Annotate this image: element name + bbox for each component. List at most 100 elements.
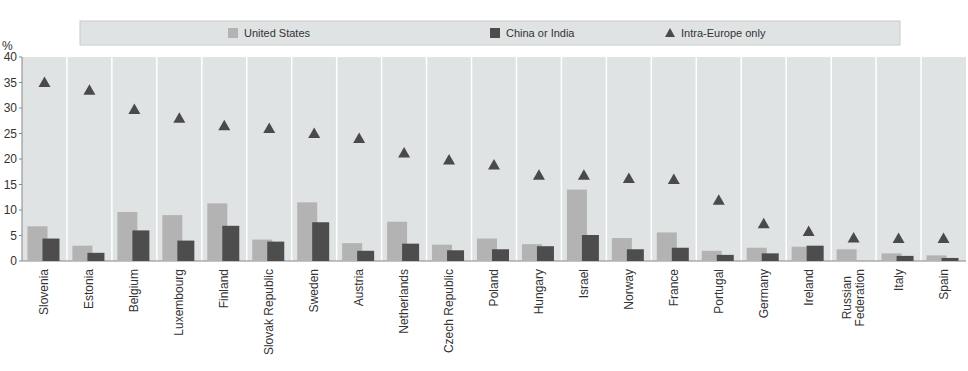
marker-triangle — [803, 225, 815, 236]
category-separator — [246, 57, 248, 261]
y-tick — [19, 159, 22, 160]
marks — [27, 77, 958, 262]
bar — [87, 253, 104, 261]
y-tick-label: 20 — [4, 152, 18, 166]
y-tick — [19, 235, 22, 236]
category-separator — [920, 57, 922, 261]
plot-background — [22, 57, 966, 261]
bar — [222, 226, 239, 261]
category-separator — [156, 57, 158, 261]
x-tick-label: Finland — [217, 269, 231, 308]
category-separator — [471, 57, 473, 261]
y-tick — [19, 108, 22, 109]
bar — [402, 244, 419, 261]
category-separator — [785, 57, 787, 261]
legend-box — [80, 21, 900, 45]
legend-label: United States — [244, 27, 311, 39]
bar — [897, 256, 914, 261]
category-separator — [740, 57, 742, 261]
y-tick — [19, 57, 22, 58]
category-separator — [381, 57, 383, 261]
x-tick-label: Estonia — [82, 269, 96, 309]
y-tick-label: 15 — [4, 178, 18, 192]
category-separator — [875, 57, 877, 261]
x-tick-label: RussianFederation — [840, 269, 867, 326]
marker-triangle — [263, 122, 275, 132]
x-tick-label: Italy — [892, 269, 906, 291]
x-tick-label: Czech Republic — [442, 269, 456, 353]
bar — [582, 235, 599, 261]
x-tick-label: Sweden — [307, 269, 321, 312]
x-tick-label: Ireland — [802, 269, 816, 306]
legend-swatch — [228, 28, 238, 38]
x-tick-label: Netherlands — [397, 269, 411, 334]
y-tick — [19, 184, 22, 185]
y-tick — [19, 261, 22, 262]
bar — [837, 249, 857, 261]
category-separator — [651, 57, 653, 261]
bar — [672, 248, 689, 261]
marker-triangle — [758, 218, 770, 229]
legend-label: China or India — [506, 27, 575, 39]
x-tick-label: Israel — [577, 269, 591, 298]
x-tick-label: Poland — [487, 269, 501, 306]
x-tick-label: Germany — [757, 269, 771, 318]
bar — [357, 251, 374, 261]
marker-triangle — [218, 120, 230, 131]
category-separator — [426, 57, 428, 261]
marker-triangle — [713, 194, 725, 205]
legend-swatch — [665, 28, 675, 37]
marker-triangle — [308, 128, 320, 139]
x-tick-label: Austria — [352, 269, 366, 307]
marker-triangle — [578, 169, 590, 180]
x-tick-label: Spain — [937, 269, 951, 300]
marker-triangle — [938, 233, 950, 244]
bar — [132, 230, 149, 261]
marker-triangle — [623, 172, 635, 183]
marker-triangle — [488, 159, 500, 170]
y-tick-label: 5 — [10, 229, 17, 243]
bar — [627, 249, 644, 261]
bar — [762, 253, 779, 261]
category-separator — [66, 57, 68, 261]
x-tick-label: Slovak Republic — [262, 269, 276, 355]
bar — [42, 239, 59, 261]
x-tick-label: Norway — [622, 269, 636, 310]
bar — [177, 241, 194, 261]
marker-triangle — [38, 77, 50, 88]
category-separator — [336, 57, 338, 261]
marker-triangle — [848, 232, 860, 243]
y-tick-label: 10 — [4, 203, 18, 217]
bar — [447, 250, 464, 261]
marker-triangle — [893, 233, 905, 244]
y-tick-label: 25 — [4, 127, 18, 141]
legend-label: Intra-Europe only — [681, 27, 766, 39]
y-tick — [19, 133, 22, 134]
y-tick — [19, 82, 22, 83]
x-tick-label: France — [667, 269, 681, 307]
category-separator — [516, 57, 518, 261]
marker-triangle — [668, 173, 680, 184]
y-axis-label: % — [2, 39, 13, 53]
bar — [807, 246, 824, 261]
marker-triangle — [83, 84, 95, 95]
marker-triangle — [443, 154, 455, 165]
category-separator — [696, 57, 698, 261]
y-tick-label: 35 — [4, 76, 18, 90]
x-tick-label: Slovenia — [37, 269, 51, 315]
marker-triangle — [398, 147, 410, 158]
marker-triangle — [128, 104, 140, 115]
category-separator — [830, 57, 832, 261]
bar — [312, 222, 329, 261]
y-tick — [19, 210, 22, 211]
marker-triangle — [533, 169, 545, 180]
marker-triangle — [353, 133, 365, 144]
chart: 0510152025303540%SloveniaEstoniaBelgiumL… — [0, 0, 968, 371]
legend: United States China or India Intra-Europe … — [80, 21, 900, 45]
y-tick-label: 30 — [4, 101, 18, 115]
category-separator — [111, 57, 113, 261]
x-tick-label: Belgium — [127, 269, 141, 312]
bar — [717, 255, 734, 261]
x-tick-label: Luxembourg — [172, 269, 186, 336]
y-tick-label: 0 — [10, 254, 17, 268]
